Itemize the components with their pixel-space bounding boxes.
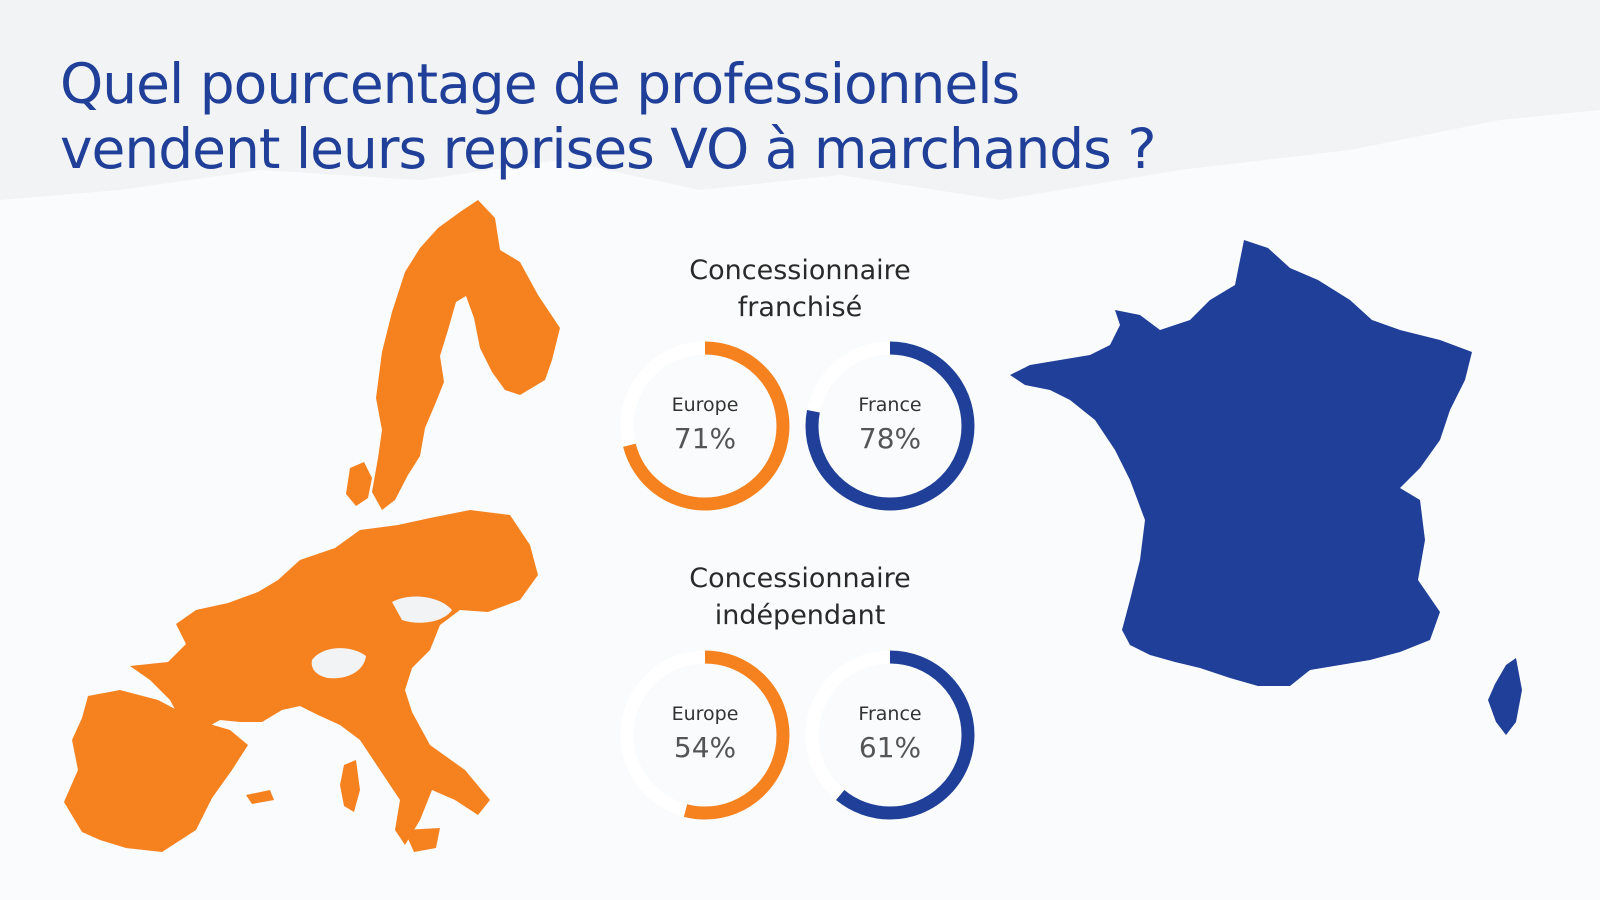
donut-label: Europe	[671, 703, 739, 725]
background-landmass	[194, 419, 283, 560]
donut-value: 71%	[673, 422, 737, 455]
group-title-line-1: Concessionnaire	[689, 563, 911, 594]
group-title-line-1: Concessionnaire	[689, 255, 911, 286]
donut-value: 54%	[673, 731, 737, 764]
donut-arc	[620, 650, 790, 820]
donut-svg	[805, 650, 975, 820]
sardinia-shape	[340, 760, 360, 812]
sicily-shape	[404, 828, 440, 852]
scandinavia-shape	[372, 200, 560, 510]
donut-label: France	[858, 703, 922, 725]
switzerland-gap	[311, 648, 366, 679]
title-line-1: Quel pourcentage de professionnels	[60, 52, 1020, 116]
donut-franchise-europe: Europe 71%	[615, 336, 795, 516]
group-title-franchise: Concessionnaire franchisé	[620, 252, 980, 326]
donut-franchise-france: France 78%	[800, 336, 980, 516]
corsica-map	[1488, 658, 1522, 735]
donut-arc	[805, 650, 975, 820]
france-map	[1010, 240, 1472, 686]
donut-independant-france: France 61%	[800, 645, 980, 825]
title-line-2: vendent leurs reprises VO à marchands ?	[60, 117, 1157, 181]
group-title-independant: Concessionnaire indépendant	[620, 560, 980, 634]
donut-svg	[620, 650, 790, 820]
donut-label: Europe	[671, 394, 739, 416]
donut-label: France	[858, 394, 922, 416]
denmark-shape	[346, 462, 372, 506]
donut-independant-europe: Europe 54%	[615, 645, 795, 825]
donut-value: 78%	[858, 422, 922, 455]
donut-svg	[620, 341, 790, 511]
donut-arc	[805, 341, 975, 511]
austria-gap	[392, 596, 452, 623]
background-landmass	[88, 231, 180, 281]
donut-svg	[805, 341, 975, 511]
background-landmass	[124, 476, 175, 524]
donut-value: 61%	[858, 731, 922, 764]
balearic-shape	[246, 790, 274, 804]
donut-arc	[620, 341, 790, 511]
iberia-shape	[64, 690, 248, 852]
page-title: Quel pourcentage de professionnels vende…	[60, 52, 1260, 182]
group-title-line-2: franchisé	[737, 292, 863, 323]
group-title-line-2: indépendant	[714, 600, 886, 631]
